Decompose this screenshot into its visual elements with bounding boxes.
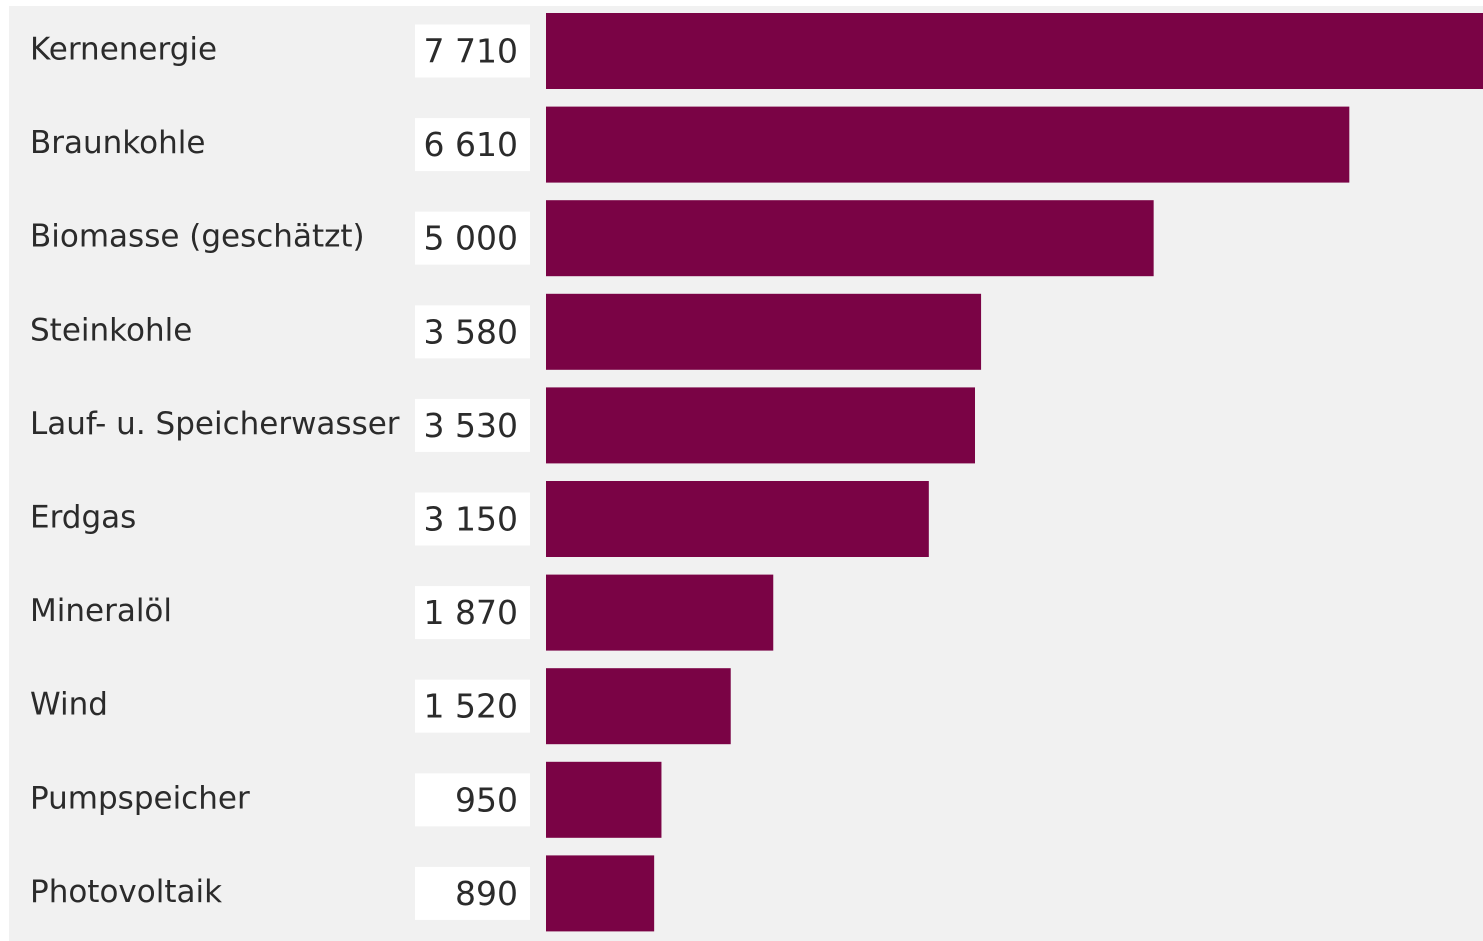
category-label: Pumpspeicher (30, 780, 250, 816)
bar (546, 200, 1154, 277)
value-label-box (415, 679, 530, 733)
value-label-box (415, 211, 530, 265)
bar (546, 293, 982, 370)
value-label-box (415, 398, 530, 452)
value-label: 1 520 (424, 687, 518, 726)
value-label: 3 580 (424, 312, 518, 351)
bar (546, 481, 929, 557)
value-label: 5 000 (424, 219, 518, 258)
category-label: Photovoltaik (30, 874, 222, 910)
value-label-box (415, 586, 530, 640)
bar-chart: Kernenergie 7 710 Braunkohle 6 610 Biomasse … (30, 13, 1483, 932)
value-label: 7 710 (424, 32, 518, 71)
value-label: 950 (455, 780, 518, 819)
value-label: 1 870 (424, 593, 518, 632)
value-label-box (415, 866, 530, 920)
value-label: 3 150 (424, 500, 518, 539)
bar (546, 574, 774, 651)
value-label-box (415, 492, 530, 546)
bar (546, 668, 731, 745)
value-label: 890 (455, 874, 518, 913)
category-label: Erdgas (30, 500, 136, 536)
value-label: 3 530 (424, 406, 518, 445)
value-label: 6 610 (424, 125, 518, 164)
value-label-box (415, 24, 530, 78)
bar (546, 13, 1483, 89)
category-label: Steinkohle (30, 312, 192, 348)
value-label-box (415, 118, 530, 172)
category-label: Wind (30, 687, 108, 723)
category-label: Kernenergie (30, 32, 217, 68)
chart-panel: Kernenergie 7 710 Braunkohle 6 610 Biomasse … (9, 6, 1483, 941)
category-label: Mineralöl (30, 593, 172, 629)
bar (546, 106, 1350, 183)
bar (546, 855, 655, 932)
value-label-box (415, 773, 530, 827)
category-label: Biomasse (geschätzt) (30, 219, 365, 255)
category-label: Lauf- u. Speicherwasser (30, 406, 400, 442)
bar (546, 761, 662, 838)
category-label: Braunkohle (30, 125, 205, 161)
value-label-box (415, 305, 530, 359)
bar (546, 387, 976, 464)
